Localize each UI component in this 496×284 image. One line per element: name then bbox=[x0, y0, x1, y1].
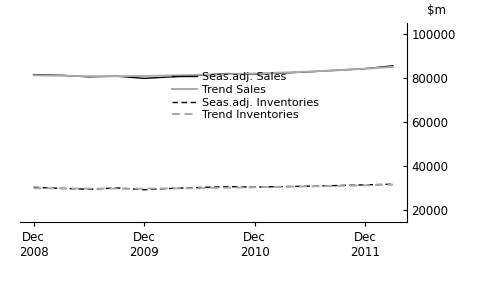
Trend Sales bbox=[335, 68, 341, 72]
Trend Inventories bbox=[59, 187, 64, 190]
Trend Inventories bbox=[31, 187, 37, 190]
Seas.adj. Sales bbox=[335, 68, 341, 72]
Trend Inventories bbox=[224, 186, 230, 189]
Seas.adj. Inventories bbox=[390, 183, 396, 186]
Seas.adj. Sales bbox=[114, 74, 120, 78]
Trend Sales bbox=[252, 72, 258, 75]
Seas.adj. Inventories bbox=[114, 186, 120, 190]
Seas.adj. Sales bbox=[86, 75, 92, 79]
Trend Sales bbox=[307, 70, 313, 73]
Trend Inventories bbox=[390, 183, 396, 186]
Text: $m: $m bbox=[427, 4, 446, 17]
Seas.adj. Sales bbox=[196, 74, 202, 77]
Seas.adj. Sales bbox=[390, 64, 396, 68]
Trend Inventories bbox=[335, 184, 341, 188]
Seas.adj. Inventories bbox=[169, 187, 175, 190]
Trend Sales bbox=[141, 74, 147, 78]
Trend Sales bbox=[59, 74, 64, 78]
Seas.adj. Inventories bbox=[335, 184, 341, 187]
Line: Trend Sales: Trend Sales bbox=[34, 67, 393, 76]
Line: Seas.adj. Inventories: Seas.adj. Inventories bbox=[34, 184, 393, 190]
Seas.adj. Sales bbox=[141, 77, 147, 80]
Trend Sales bbox=[224, 72, 230, 76]
Legend: Seas.adj. Sales, Trend Sales, Seas.adj. Inventories, Trend Inventories: Seas.adj. Sales, Trend Sales, Seas.adj. … bbox=[173, 72, 319, 120]
Trend Inventories bbox=[141, 187, 147, 190]
Trend Inventories bbox=[307, 185, 313, 188]
Line: Seas.adj. Sales: Seas.adj. Sales bbox=[34, 66, 393, 78]
Seas.adj. Inventories bbox=[252, 185, 258, 189]
Seas.adj. Sales bbox=[252, 72, 258, 76]
Seas.adj. Inventories bbox=[224, 185, 230, 188]
Trend Sales bbox=[390, 65, 396, 69]
Seas.adj. Sales bbox=[362, 67, 368, 70]
Seas.adj. Inventories bbox=[307, 185, 313, 188]
Seas.adj. Inventories bbox=[362, 183, 368, 187]
Seas.adj. Inventories bbox=[279, 185, 285, 188]
Trend Sales bbox=[114, 74, 120, 78]
Trend Inventories bbox=[86, 187, 92, 190]
Line: Trend Inventories: Trend Inventories bbox=[34, 185, 393, 189]
Seas.adj. Inventories bbox=[196, 186, 202, 189]
Trend Inventories bbox=[169, 187, 175, 190]
Seas.adj. Sales bbox=[307, 70, 313, 74]
Seas.adj. Inventories bbox=[141, 188, 147, 191]
Trend Sales bbox=[362, 67, 368, 70]
Trend Sales bbox=[279, 71, 285, 74]
Seas.adj. Sales bbox=[169, 75, 175, 79]
Seas.adj. Sales bbox=[279, 71, 285, 75]
Seas.adj. Inventories bbox=[86, 187, 92, 191]
Trend Inventories bbox=[196, 187, 202, 190]
Trend Inventories bbox=[279, 185, 285, 189]
Trend Inventories bbox=[362, 183, 368, 187]
Trend Sales bbox=[169, 74, 175, 77]
Seas.adj. Inventories bbox=[59, 187, 64, 190]
Trend Sales bbox=[196, 73, 202, 77]
Seas.adj. Sales bbox=[224, 72, 230, 75]
Seas.adj. Sales bbox=[59, 74, 64, 77]
Trend Sales bbox=[31, 74, 37, 77]
Trend Inventories bbox=[114, 187, 120, 190]
Seas.adj. Inventories bbox=[31, 185, 37, 189]
Trend Inventories bbox=[252, 185, 258, 189]
Seas.adj. Sales bbox=[31, 73, 37, 76]
Trend Sales bbox=[86, 74, 92, 78]
